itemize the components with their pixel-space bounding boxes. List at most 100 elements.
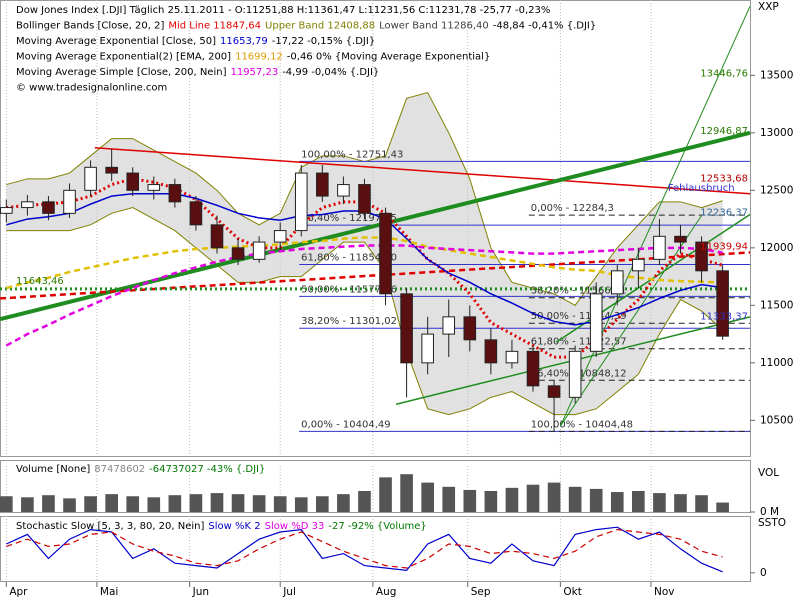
volume-bar	[105, 494, 118, 512]
x-tick-label: Nov	[654, 586, 675, 598]
volume-bar	[463, 489, 477, 512]
candle-body	[126, 172, 140, 191]
candle-body	[695, 241, 708, 272]
volume-bar	[674, 494, 687, 512]
trend-line	[94, 147, 751, 195]
volume-bar	[0, 496, 13, 512]
band-fill	[6, 92, 723, 415]
legend-text: -27 -92% {Volume}	[328, 521, 426, 532]
volume-bar	[568, 486, 582, 512]
volume-bar	[400, 474, 413, 512]
price-label: 12236,37	[700, 208, 748, 219]
volume-bar	[316, 496, 329, 512]
indicator-line	[5, 244, 723, 347]
candle-body	[210, 224, 224, 249]
axis-title: XXP	[758, 1, 779, 13]
legend-text: 11957,23	[230, 67, 278, 78]
candle-body	[421, 333, 434, 364]
volume-bar	[526, 484, 540, 512]
x-tick-label: Sep	[471, 586, 491, 598]
candle-body	[189, 201, 203, 226]
volume-bar	[547, 482, 561, 512]
legend-text: Mid Line 11847,64	[168, 21, 261, 32]
price-label: 12533,68	[700, 173, 748, 184]
fib-label: 76,40% - 12197,55	[301, 213, 397, 224]
fib-label: 61,80% - 11854,90	[301, 253, 397, 264]
axis-title: VOL	[758, 467, 779, 479]
legend-text: -17,22 -0,15% {.DJI}	[272, 36, 375, 47]
price-label: 13446,76	[700, 68, 748, 79]
candle-body	[21, 201, 34, 209]
volume-bar	[421, 482, 434, 512]
volume-bar	[168, 495, 182, 512]
volume-bar	[358, 491, 371, 512]
candle-body	[716, 270, 729, 337]
volume-bar	[189, 494, 203, 512]
y-tick-label: 0	[760, 567, 767, 579]
x-tick-label: Aug	[376, 586, 397, 598]
volume-bar	[42, 495, 55, 512]
volume-bar	[294, 497, 308, 512]
fib-label: 50,00% - 11577,96	[301, 284, 397, 295]
fib-label: 100,00% - 12751,43	[301, 149, 403, 160]
legend-line: Bollinger Bands [Close, 20, 2] Mid Line 1…	[16, 21, 596, 32]
price-label: 11643,46	[16, 276, 64, 287]
candle-body	[484, 339, 498, 364]
legend-line: Stochastic Slow [5, 3, 3, 80, 20, Nein] S…	[16, 521, 427, 532]
y-tick-label: 10500	[760, 414, 793, 426]
y-tick-label: 12000	[760, 242, 793, 254]
y-tick-label: 11500	[760, 299, 793, 311]
band-lower	[6, 207, 723, 416]
candle-body	[168, 184, 182, 203]
candle-body	[273, 230, 287, 243]
candle-body	[632, 258, 645, 272]
volume-bar	[610, 492, 624, 512]
candle-body	[653, 235, 666, 260]
volume-bar	[273, 496, 287, 512]
fib-label: 50,00% - 11344,39	[531, 311, 627, 322]
candle-body	[547, 385, 561, 398]
x-tick-label: Okt	[563, 586, 581, 598]
candle-body	[84, 166, 97, 191]
candle-body	[526, 350, 540, 387]
volume-bar	[210, 493, 224, 512]
legend-text: Stochastic Slow [5, 3, 3, 80, 20, Nein]	[16, 521, 205, 532]
candle-body	[337, 184, 350, 197]
candle-body	[674, 235, 687, 243]
volume-bar	[379, 477, 392, 512]
indicator-line	[5, 236, 723, 290]
legend-text: Upper Band 12408,88	[265, 21, 375, 32]
candle-body	[63, 189, 76, 214]
volume-bar	[589, 488, 603, 512]
x-tick-label: Apr	[9, 586, 28, 598]
candle-body	[0, 207, 13, 214]
candle-body	[568, 350, 582, 398]
volume-bar	[716, 502, 729, 512]
legend-text: 11699,12	[235, 52, 283, 63]
candle-body	[610, 270, 624, 295]
annotation: Fehlausbruch	[668, 183, 735, 194]
y-tick-label: 11000	[760, 357, 793, 369]
candle-body	[400, 293, 413, 364]
y-tick-label: 12500	[760, 184, 793, 196]
fib-label: 100,00% - 10404,48	[531, 419, 633, 430]
volume-bar	[337, 494, 350, 512]
legend-text: Moving Average Simple [Close, 200, Nein]	[16, 67, 227, 78]
volume-bar	[653, 493, 666, 512]
legend-text: -48,84 -0,41% {.DJI}	[493, 21, 596, 32]
legend-text: Volume [None]	[16, 464, 90, 475]
trend-line	[559, 6, 751, 427]
volume-bar	[126, 496, 140, 512]
stochastic-line	[6, 528, 723, 569]
candle-body	[147, 184, 161, 191]
y-tick-label: 13500	[760, 69, 793, 81]
volume-bar	[84, 496, 97, 512]
candle-body	[294, 172, 308, 232]
legend-text: Slow %K 2	[208, 521, 260, 532]
legend-line: Moving Average Exponential(2) [EMA, 200]…	[16, 52, 490, 63]
volume-bar	[632, 491, 645, 512]
axis-title: SSTO	[758, 517, 786, 529]
price-label: 11939,94	[700, 242, 748, 253]
volume-bar	[505, 487, 519, 512]
